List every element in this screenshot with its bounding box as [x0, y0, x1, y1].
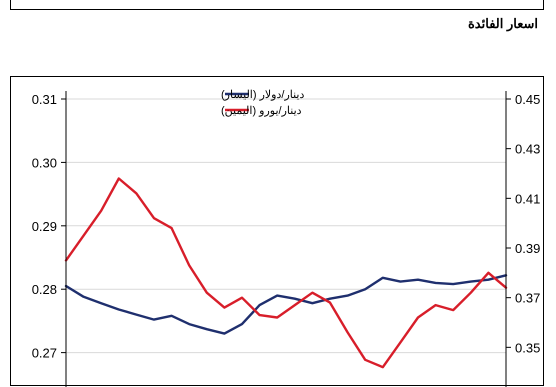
- left-tick-label-4: 0.27: [32, 346, 57, 361]
- left-tick-label-0: 0.31: [32, 92, 57, 107]
- left-tick-label-2: 0.29: [32, 219, 57, 234]
- chart-frame: 0.31 0.30 0.29 0.28 0.27 0.45 0.43 0.41 0.39 0.37…: [10, 76, 544, 387]
- right-tick-label-0: 0.45: [515, 92, 540, 107]
- right-tick-label-3: 0.39: [515, 241, 540, 256]
- axis-ticks: 0.31 0.30 0.29 0.28 0.27 0.45 0.43 0.41 0.39 0.37…: [32, 92, 541, 361]
- series-lines: [64, 177, 508, 369]
- legend-label-eur: دينار/يورو (اليمين): [221, 105, 302, 117]
- right-tick-label-4: 0.37: [515, 291, 540, 306]
- right-tick-label-2: 0.41: [515, 191, 540, 206]
- series-line-1: [64, 177, 508, 369]
- left-tick-label-3: 0.28: [32, 282, 57, 297]
- interest-rates-chart: 0.31 0.30 0.29 0.28 0.27 0.45 0.43 0.41 0.39 0.37…: [32, 89, 541, 387]
- right-tick-label-5: 0.35: [515, 340, 540, 355]
- series-line-0: [64, 274, 508, 335]
- previous-figure-frame: [10, 0, 544, 10]
- legend-label-usd: دينار/دولار (اليسار): [221, 89, 304, 101]
- chart-legend: دينار/دولار (اليسار) دينار/يورو (اليمين): [221, 89, 304, 117]
- left-tick-label-1: 0.30: [32, 155, 57, 170]
- right-tick-label-1: 0.43: [515, 142, 540, 157]
- section-heading: اسعار الفائدة: [468, 16, 538, 31]
- gridlines: [66, 98, 506, 354]
